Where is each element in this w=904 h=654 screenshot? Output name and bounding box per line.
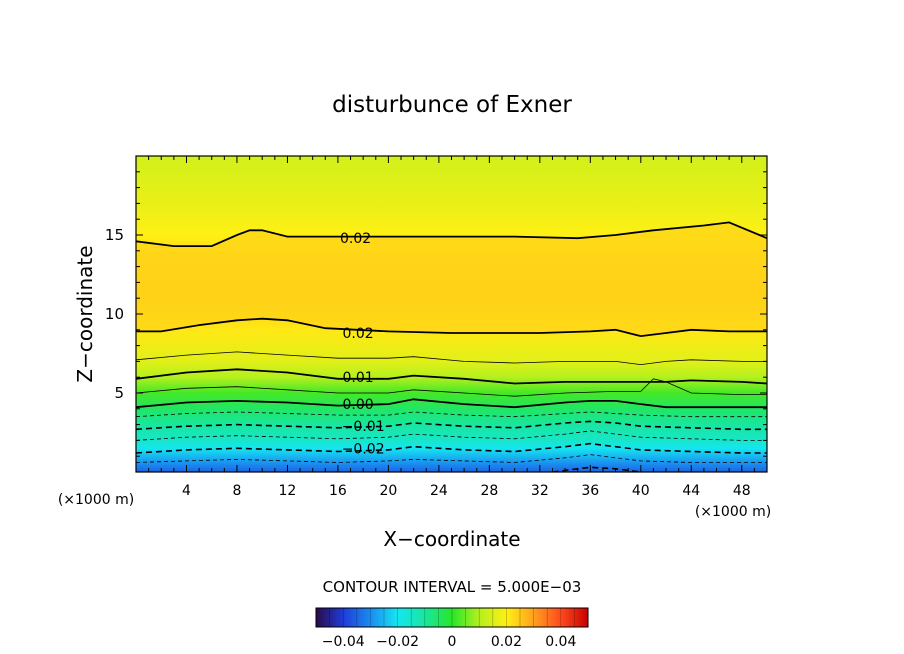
contour-label: 0.01 — [343, 370, 374, 386]
contour-label: 0.00 — [343, 397, 374, 413]
field-variations — [136, 222, 767, 337]
colorbar-tick-label: −0.02 — [376, 634, 419, 650]
chart-title: disturbunce of Exner — [332, 92, 572, 118]
contour-line — [136, 378, 767, 397]
x-tick-label: 16 — [329, 483, 347, 499]
colorbar-gradient — [316, 608, 588, 627]
y-tick-label: 5 — [114, 384, 124, 402]
x-unit-left: (×1000 m) — [58, 492, 134, 508]
contour-line — [552, 466, 641, 472]
contour-interval-text: CONTOUR INTERVAL = 5.000E−03 — [323, 578, 582, 596]
x-tick-label: 44 — [682, 483, 700, 499]
contour-lines — [136, 221, 767, 472]
contour-line — [136, 351, 767, 366]
x-tick-label: 32 — [531, 483, 549, 499]
contour-line — [136, 420, 767, 431]
colorbar-tick-label: −0.04 — [322, 634, 365, 650]
y-tick-label: 10 — [105, 305, 124, 323]
contour-label: −0.01 — [342, 419, 385, 435]
x-tick-label: 4 — [182, 483, 191, 499]
x-tick-label: 28 — [480, 483, 498, 499]
y-tick-label: 15 — [105, 226, 124, 244]
colorbar-tick-label: 0.04 — [545, 634, 576, 650]
x-unit-right: (×1000 m) — [695, 504, 771, 520]
contour-line — [136, 317, 767, 338]
contour-labels: 0.02 0.02 0.01 0.00 −0.01 −0.02 — [340, 231, 385, 457]
contour-label: 0.02 — [340, 231, 371, 247]
colorbar-tick-label: 0 — [448, 634, 457, 650]
colorbar: −0.04 −0.02 0 0.02 0.04 — [315, 607, 589, 650]
colorbar-tick-labels: −0.04 −0.02 0 0.02 0.04 — [322, 634, 577, 650]
x-tick-label: 36 — [581, 483, 599, 499]
x-tick-label: 48 — [733, 483, 751, 499]
contour-line — [136, 430, 767, 441]
x-tick-label: 12 — [279, 483, 297, 499]
colorbar-tick-label: 0.02 — [491, 634, 522, 650]
x-tick-label: 20 — [379, 483, 397, 499]
contour-line — [136, 398, 767, 409]
contour-label: 0.02 — [343, 326, 374, 342]
plot-area: 0.020.020.010.00−0.01−0.02 4 8 12 16 20 24 28 3… — [105, 155, 768, 499]
contour-line — [136, 454, 767, 463]
contour-label: −0.02 — [342, 441, 385, 457]
contour-line — [136, 368, 767, 385]
x-tick-label: 40 — [632, 483, 650, 499]
x-tick-label: 8 — [232, 483, 241, 499]
contour-line — [136, 442, 767, 454]
contour-line — [136, 221, 767, 247]
x-tick-label: 24 — [430, 483, 448, 499]
colorbar-frame — [315, 607, 589, 628]
x-axis-label: X−coordinate — [383, 527, 520, 551]
contour-line — [136, 411, 767, 418]
field-band-inner — [136, 222, 767, 337]
y-axis-label: Z−coordinate — [73, 245, 97, 382]
colorbar-segments — [329, 608, 575, 627]
